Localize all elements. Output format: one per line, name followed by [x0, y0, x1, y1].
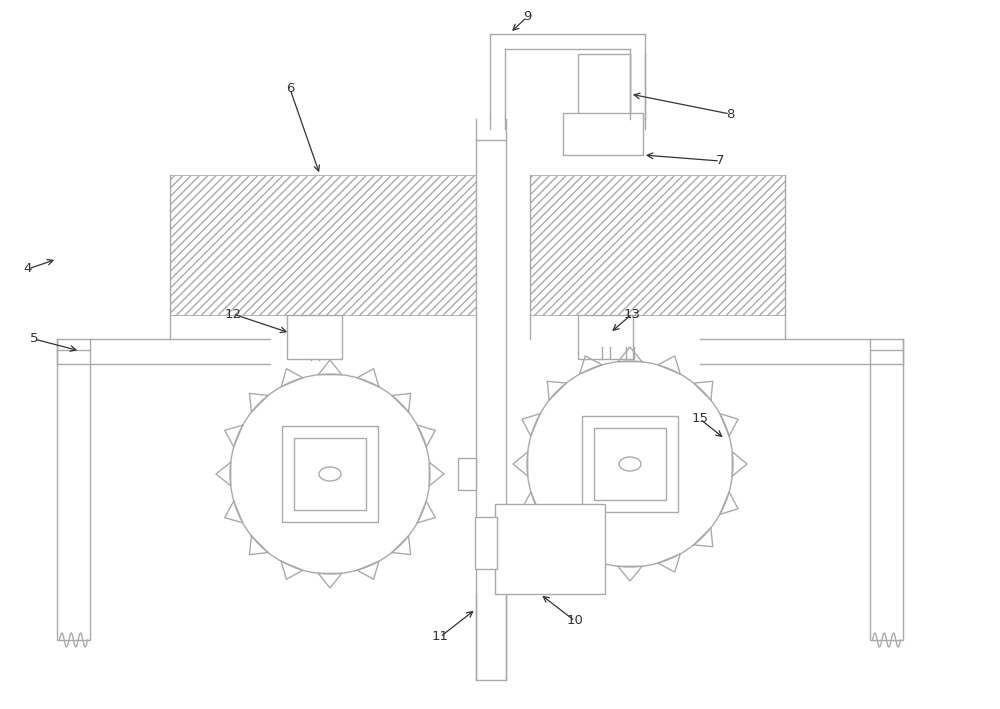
- Bar: [294, 438, 366, 510]
- Ellipse shape: [319, 467, 341, 481]
- Text: 14: 14: [556, 583, 572, 596]
- Bar: [282, 426, 378, 522]
- Text: 8: 8: [726, 108, 734, 121]
- Text: 11: 11: [432, 630, 448, 644]
- Text: 10: 10: [567, 615, 583, 627]
- Bar: [57, 350, 90, 640]
- Bar: [870, 350, 903, 640]
- Text: 4: 4: [24, 262, 32, 276]
- Circle shape: [527, 361, 733, 567]
- Text: 7: 7: [716, 155, 724, 167]
- Bar: [475, 517, 497, 569]
- Bar: [495, 504, 605, 594]
- Bar: [594, 428, 666, 500]
- Text: 12: 12: [224, 308, 242, 320]
- Bar: [563, 113, 643, 155]
- Ellipse shape: [619, 457, 641, 471]
- Bar: [458, 458, 476, 490]
- Circle shape: [230, 374, 430, 574]
- Text: 13: 13: [624, 308, 640, 320]
- Text: 9: 9: [523, 11, 531, 23]
- Bar: [287, 315, 342, 359]
- Bar: [476, 140, 506, 680]
- Bar: [530, 175, 785, 315]
- Bar: [170, 175, 480, 315]
- Text: 5: 5: [30, 333, 38, 345]
- Text: 6: 6: [286, 82, 294, 96]
- Bar: [578, 315, 633, 359]
- Bar: [582, 416, 678, 512]
- Bar: [578, 54, 630, 114]
- Text: 15: 15: [692, 413, 708, 425]
